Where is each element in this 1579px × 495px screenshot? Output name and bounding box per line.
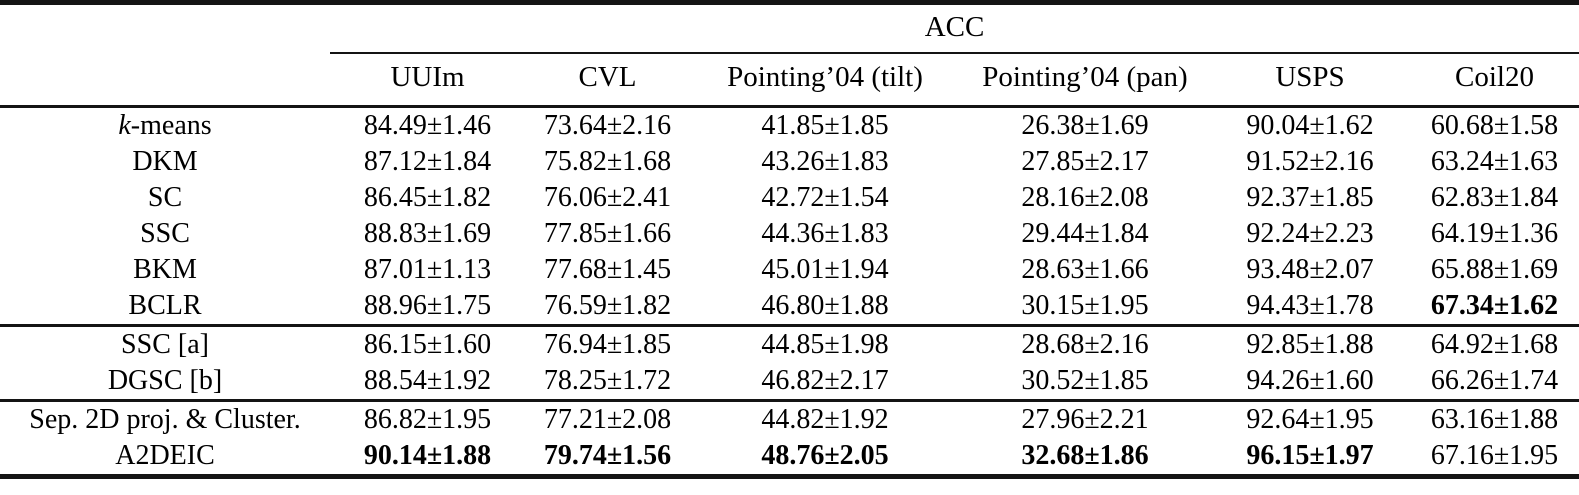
value-cell: 48.76±2.05 [761, 440, 889, 471]
value-cell: 44.36±1.83 [761, 218, 889, 249]
column-header-cvl: CVL [525, 53, 690, 108]
column-header-pointing04-tilt: Pointing’04 (tilt) [690, 53, 960, 108]
value-cell: 27.85±2.17 [1021, 146, 1149, 177]
value-cell: 78.25±1.72 [525, 363, 690, 402]
table-group: Sep. 2D proj. & Cluster. 86.82±1.95 77.21±… [0, 401, 1579, 477]
method-cell: DGSC [b] [0, 363, 330, 402]
value-cell: 76.94±1.85 [543, 329, 672, 360]
value-cell: 28.68±2.16 [1021, 329, 1149, 360]
value-cell: 88.83±1.69 [363, 218, 492, 249]
method-cell: SSC [a] [121, 329, 209, 360]
value-cell: 88.54±1.92 [330, 363, 525, 402]
value-cell: 92.37±1.85 [1246, 182, 1374, 213]
results-table: ACC UUIm CVL Pointing’04 (tilt) Pointing… [0, 0, 1579, 479]
value-cell: 87.01±1.13 [363, 254, 492, 285]
value-cell: 92.85±1.88 [1246, 329, 1374, 360]
value-cell: 62.83±1.84 [1430, 182, 1559, 213]
value-cell: 67.34±1.62 [1410, 288, 1579, 327]
value-cell: 84.49±1.46 [363, 110, 492, 141]
table-row: k-means 84.49±1.46 73.64±2.16 41.85±1.85 26.… [0, 107, 1579, 145]
value-cell: 94.26±1.60 [1210, 363, 1410, 402]
column-header-row: UUIm CVL Pointing’04 (tilt) Pointing’04 … [0, 53, 1579, 108]
value-cell: 29.44±1.84 [1021, 218, 1149, 249]
table-row: BCLR 88.96±1.75 76.59±1.82 46.80±1.88 30.15±… [0, 288, 1579, 327]
span-header-row: ACC [0, 2, 1579, 54]
corner-cell [0, 3, 330, 54]
method-cell: SSC [140, 218, 190, 249]
value-cell: 44.85±1.98 [761, 329, 889, 360]
value-cell: 64.19±1.36 [1430, 218, 1559, 249]
math-italic-symbol: k [118, 110, 131, 141]
metric-span-header: ACC [330, 2, 1579, 54]
value-cell: 65.88±1.69 [1430, 254, 1559, 285]
value-cell: 46.80±1.88 [690, 288, 960, 327]
value-cell: 86.15±1.60 [363, 329, 492, 360]
value-cell: 88.96±1.75 [330, 288, 525, 327]
value-cell: 32.68±1.86 [1021, 440, 1149, 471]
value-cell: 63.24±1.63 [1430, 146, 1559, 177]
value-cell: 42.72±1.54 [761, 182, 889, 213]
value-cell: 66.26±1.74 [1410, 363, 1579, 402]
table-row: Sep. 2D proj. & Cluster. 86.82±1.95 77.21±… [0, 401, 1579, 439]
value-cell: 28.63±1.66 [1021, 254, 1149, 285]
value-cell: 30.15±1.95 [960, 288, 1210, 327]
value-cell: 87.12±1.84 [363, 146, 492, 177]
value-cell: 28.16±2.08 [1021, 182, 1149, 213]
value-cell: 64.92±1.68 [1430, 329, 1559, 360]
value-cell: 79.74±1.56 [543, 440, 672, 471]
value-cell: 41.85±1.85 [761, 110, 889, 141]
value-cell: 63.16±1.88 [1430, 404, 1559, 435]
value-cell: 27.96±2.21 [1021, 404, 1149, 435]
value-cell: 93.48±2.07 [1246, 254, 1374, 285]
method-cell: Sep. 2D proj. & Cluster. [29, 404, 301, 435]
value-cell: 26.38±1.69 [1021, 110, 1149, 141]
method-cell: BKM [133, 254, 197, 285]
value-cell: 46.82±2.17 [690, 363, 960, 402]
value-cell: 92.64±1.95 [1246, 404, 1374, 435]
value-cell: 60.68±1.58 [1430, 110, 1559, 141]
value-cell: 44.82±1.92 [761, 404, 889, 435]
method-cell: BCLR [0, 288, 330, 327]
table-row: SSC [a] 86.15±1.60 76.94±1.85 44.85±1.98 28.… [0, 326, 1579, 364]
table-row: A2DEIC 90.14±1.88 79.74±1.56 48.76±2.05 32.6… [0, 438, 1579, 477]
table-header: ACC UUIm CVL Pointing’04 (tilt) Pointing… [0, 2, 1579, 108]
table-group: SSC [a] 86.15±1.60 76.94±1.85 44.85±1.98 28.… [0, 326, 1579, 402]
table-group: k-means 84.49±1.46 73.64±2.16 41.85±1.85 26.… [0, 107, 1579, 327]
table-row: SC 86.45±1.82 76.06±2.41 42.72±1.54 28.16±2.… [0, 180, 1579, 216]
value-cell: 86.45±1.82 [363, 182, 492, 213]
column-header-uuim: UUIm [330, 53, 525, 108]
method-cell: DKM [132, 146, 198, 177]
column-header-coil20: Coil20 [1410, 53, 1579, 108]
value-cell: 73.64±2.16 [543, 110, 672, 141]
value-cell: 77.21±2.08 [543, 404, 672, 435]
value-cell: 90.14±1.88 [363, 440, 492, 471]
table-row: DGSC [b] 88.54±1.92 78.25±1.72 46.82±2.17 30… [0, 363, 1579, 402]
column-header-usps: USPS [1210, 53, 1410, 108]
table-row: BKM 87.01±1.13 77.68±1.45 45.01±1.94 28.63±1… [0, 252, 1579, 288]
value-cell: 45.01±1.94 [761, 254, 889, 285]
value-cell: 96.15±1.97 [1246, 440, 1374, 471]
column-header-pointing04-pan: Pointing’04 (pan) [960, 53, 1210, 108]
value-cell: 67.16±1.95 [1430, 440, 1559, 471]
value-cell: 86.82±1.95 [363, 404, 492, 435]
table-row: DKM 87.12±1.84 75.82±1.68 43.26±1.83 27.85±2… [0, 144, 1579, 180]
value-cell: 76.06±2.41 [543, 182, 672, 213]
value-cell: 30.52±1.85 [960, 363, 1210, 402]
value-cell: 43.26±1.83 [761, 146, 889, 177]
method-cell: k-means [118, 110, 212, 141]
value-cell: 92.24±2.23 [1246, 218, 1374, 249]
value-cell: 75.82±1.68 [543, 146, 672, 177]
value-cell: 77.85±1.66 [543, 218, 672, 249]
value-cell: 94.43±1.78 [1210, 288, 1410, 327]
method-cell: SC [147, 182, 183, 213]
table-row: SSC 88.83±1.69 77.85±1.66 44.36±1.83 29.44±1… [0, 216, 1579, 252]
value-cell: 76.59±1.82 [525, 288, 690, 327]
value-cell: 77.68±1.45 [543, 254, 672, 285]
value-cell: 91.52±2.16 [1246, 146, 1374, 177]
method-cell: A2DEIC [115, 440, 215, 471]
value-cell: 90.04±1.62 [1246, 110, 1374, 141]
method-column-header [0, 53, 330, 108]
